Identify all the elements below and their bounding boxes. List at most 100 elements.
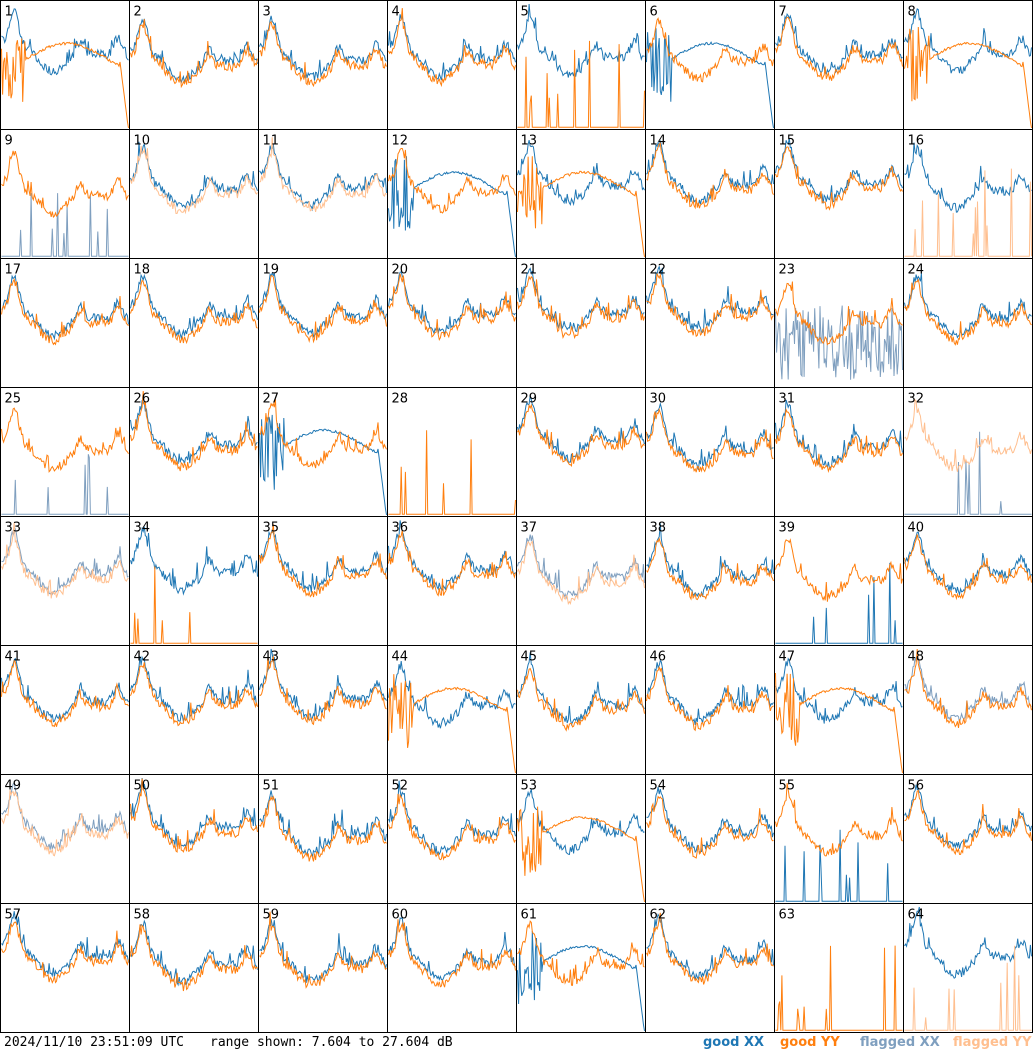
panel-label: 33	[5, 521, 22, 536]
spectrum-xx-flagged	[775, 305, 903, 380]
panel-label: 28	[392, 392, 409, 407]
panel-frame	[516, 774, 646, 904]
spectrum-yy-good	[517, 806, 645, 902]
panel-label: 50	[134, 779, 151, 794]
panel-frame	[129, 774, 259, 904]
panel-label: 30	[650, 392, 667, 407]
spectrum-yy-good	[775, 672, 903, 773]
spectrum-yy-good	[517, 40, 645, 128]
panel-53: 53	[516, 774, 646, 904]
panel-label: 10	[134, 134, 151, 149]
panel-frame	[387, 387, 517, 517]
panel-29: 29	[516, 387, 646, 517]
spectrum-yy-good	[1, 659, 129, 728]
panel-label: 9	[5, 134, 13, 149]
panel-label: 62	[650, 908, 667, 923]
spectrum-yy-good	[646, 273, 774, 338]
panel-frame	[129, 516, 259, 646]
spectrum-xx-good	[130, 273, 258, 340]
panel-23: 23	[774, 258, 904, 388]
spectrum-xx-good	[259, 143, 387, 212]
panel-label: 16	[908, 134, 925, 149]
spectrum-yy-good	[259, 656, 387, 726]
panel-label: 56	[908, 779, 925, 794]
panel-label: 55	[779, 779, 796, 794]
spectrum-xx-good	[517, 931, 645, 1031]
panel-frame	[258, 516, 388, 646]
panel-label: 13	[521, 134, 538, 149]
spectrum-xx-good	[388, 156, 516, 257]
spectrum-xx-good	[517, 789, 645, 856]
spectrum-yy-good	[130, 566, 258, 644]
panel-24: 24	[903, 258, 1033, 388]
spectrum-xx-good	[775, 829, 903, 902]
spectrum-yy-good	[517, 403, 645, 467]
panel-9: 9	[0, 129, 130, 259]
spectrum-yy-good	[646, 17, 774, 83]
spectrum-yy-flagged	[1, 522, 129, 599]
panel-label: 12	[392, 134, 409, 149]
legend-good-xx: good XX	[703, 1035, 765, 1050]
panel-frame	[516, 516, 646, 646]
panel-17: 17	[0, 258, 130, 388]
panel-55: 55	[774, 774, 904, 904]
panel-label: 14	[650, 134, 667, 149]
panel-label: 3	[263, 5, 271, 20]
panel-frame	[129, 258, 259, 388]
panel-label: 40	[908, 521, 925, 536]
panel-label: 31	[779, 392, 796, 407]
spectrum-xx-good	[130, 141, 258, 210]
spectrum-xx-flagged	[1, 454, 129, 515]
spectrum-yy-good	[388, 919, 516, 988]
spectrum-xx-good	[130, 777, 258, 848]
panel-label: 35	[263, 521, 280, 536]
panel-frame	[516, 645, 646, 775]
panel-label: 18	[134, 263, 151, 278]
spectrum-yy-good	[130, 778, 258, 853]
panel-label: 29	[521, 392, 538, 407]
panel-frame	[0, 129, 130, 259]
panel-59: 59	[258, 903, 388, 1033]
panel-40: 40	[903, 516, 1033, 646]
spectrum-yy-flagged	[904, 398, 1032, 472]
panel-49: 49	[0, 774, 130, 904]
spectrum-yy-good	[517, 667, 645, 732]
spectrum-xx-good	[259, 529, 387, 593]
panel-frame	[0, 258, 130, 388]
panel-62: 62	[645, 903, 775, 1033]
panel-20: 20	[387, 258, 517, 388]
panel-52: 52	[387, 774, 517, 904]
panel-45: 45	[516, 645, 646, 775]
panel-32: 32	[903, 387, 1033, 517]
spectrum-xx-good	[904, 8, 1032, 74]
spectrum-xx-good	[259, 648, 387, 722]
panel-label: 48	[908, 650, 925, 665]
panel-label: 8	[908, 5, 916, 20]
panel-12: 12	[387, 129, 517, 259]
spectrum-yy-flagged	[259, 137, 387, 212]
panel-frame	[645, 645, 775, 775]
panel-61: 61	[516, 903, 646, 1033]
panel-label: 19	[263, 263, 280, 278]
spectrum-xx-good	[130, 655, 258, 722]
legend-flagged-yy: flagged YY	[953, 1035, 1032, 1050]
spectrum-yy-good	[1, 150, 129, 218]
panel-frame	[387, 516, 517, 646]
legend-flagged-xx: flagged XX	[860, 1035, 940, 1050]
panel-46: 46	[645, 645, 775, 775]
panel-10: 10	[129, 129, 259, 259]
panel-7: 7	[774, 0, 904, 130]
panel-frame	[387, 903, 517, 1033]
panel-34: 34	[129, 516, 259, 646]
timestamp-label: 2024/11/10 23:51:09 UTC	[4, 1035, 185, 1050]
panel-frame	[903, 516, 1033, 646]
panel-frame	[774, 0, 904, 130]
panel-16: 16	[903, 129, 1033, 259]
panel-label: 37	[521, 521, 538, 536]
spectrum-yy-good	[775, 407, 903, 473]
panel-60: 60	[387, 903, 517, 1033]
spectrum-yy-good	[646, 407, 774, 473]
panel-56: 56	[903, 774, 1033, 904]
spectrum-yy-good	[775, 945, 903, 1031]
panel-label: 23	[779, 263, 796, 278]
